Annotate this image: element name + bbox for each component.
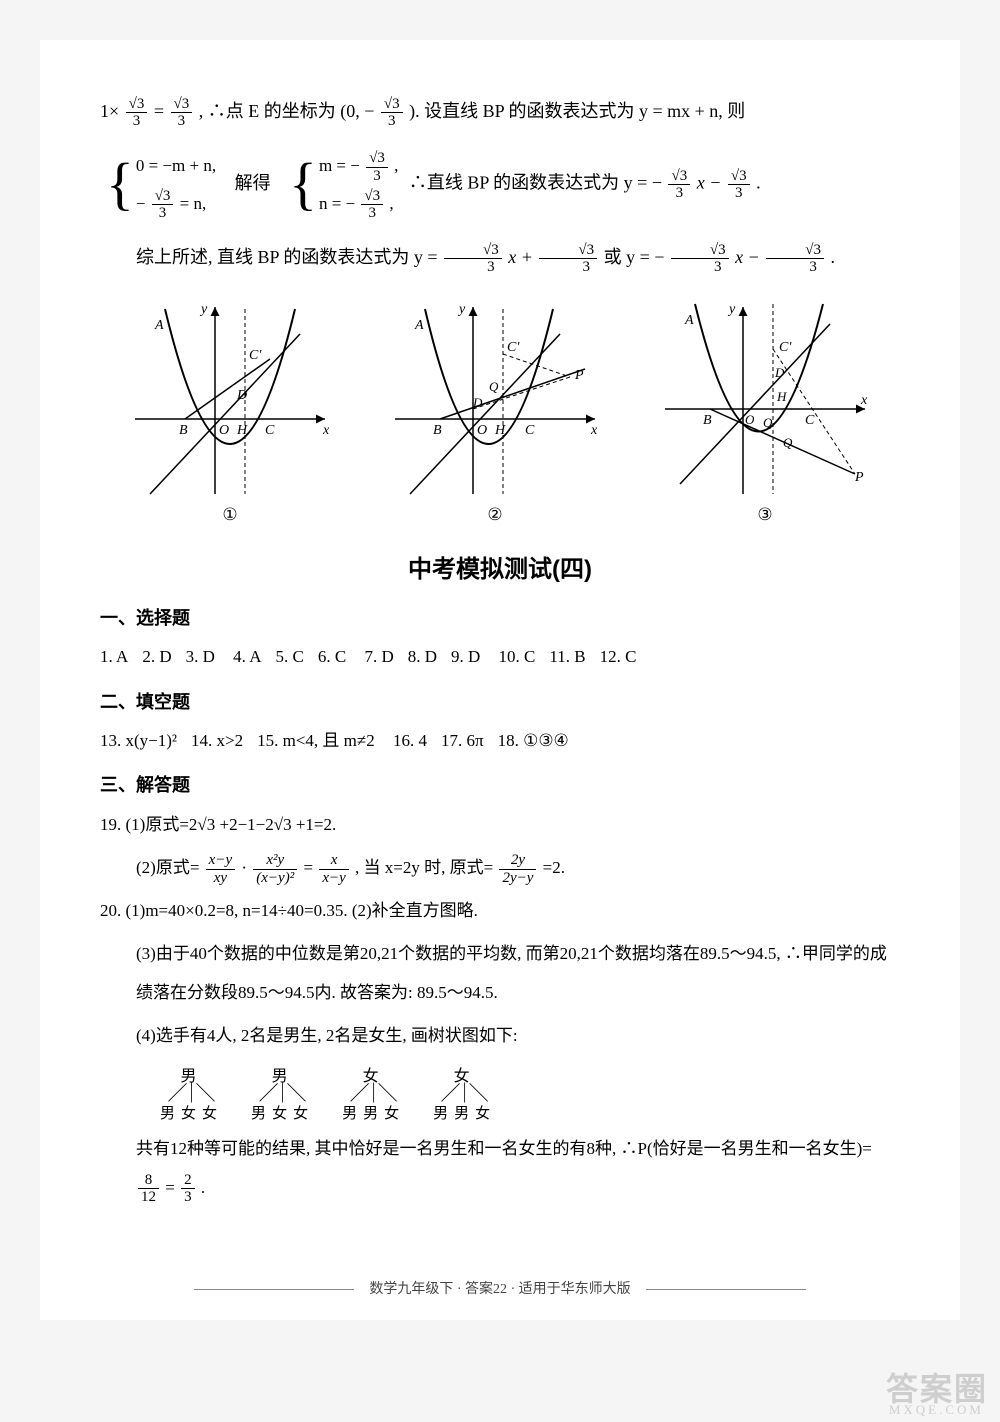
svg-text:D: D	[774, 365, 785, 380]
svg-text:x: x	[860, 393, 868, 408]
q19-part2: (2)原式= x−yxy · x²y(x−y)² = xx−y , 当 x=2y…	[100, 848, 900, 887]
svg-text:Q: Q	[783, 435, 793, 450]
diagram-2: x y A B O H C C′ D Q P ②	[385, 299, 605, 525]
svg-text:Q: Q	[763, 415, 773, 430]
fraction: √33	[381, 96, 403, 130]
parabola-diagram-1-icon: x y A B O H C C′ D	[125, 299, 335, 499]
parabola-diagram-3-icon: x y A B O H C C′ D Q Q P	[655, 299, 875, 499]
q19-part1: 19. (1)原式=2√3 +2−1−2√3 +1=2.	[100, 805, 900, 844]
svg-text:C′: C′	[507, 340, 520, 355]
equation: 0 = −m + n,	[136, 147, 216, 184]
fill-answers: 13. x(y−1)²14. x>215. m<4, 且 m≠2 16. 417…	[100, 722, 900, 759]
svg-text:B: B	[433, 423, 442, 438]
tree-2: 男 ／｜＼ 男女女	[251, 1062, 308, 1123]
fraction: √33	[126, 96, 148, 130]
svg-text:H: H	[494, 423, 506, 438]
diagram-label-2: ②	[487, 505, 502, 525]
svg-text:A: A	[684, 313, 694, 328]
left-brace-icon: {	[106, 161, 134, 207]
text: ). 设直线 BP 的函数表达式为 y = mx + n, 则	[409, 101, 745, 121]
svg-text:A: A	[154, 318, 164, 333]
svg-text:x: x	[590, 423, 598, 438]
svg-text:C: C	[805, 413, 815, 428]
page-footer: 数学九年级下 · 答案22 · 适用于华东师大版	[40, 1278, 960, 1298]
q20-part4: (4)选手有4人, 2名是男生, 2名是女生, 画树状图如下:	[100, 1016, 900, 1055]
diagram-row: x y A B O H C C′ D ①	[100, 299, 900, 525]
diagram-label-1: ①	[222, 505, 237, 525]
text: 解得	[235, 173, 271, 193]
svg-text:C: C	[525, 423, 535, 438]
text: 1×	[100, 101, 119, 121]
math-system-line: { 0 = −m + n, − √33 = n, 解得 { m = − √33 …	[100, 141, 900, 228]
section-title: 中考模拟测试(四)	[100, 549, 900, 584]
svg-text:y: y	[457, 302, 466, 317]
math-line-1: 1× √33 = √33 , ∴点 E 的坐标为 (0, − √33 ). 设直…	[100, 90, 900, 133]
brace-system-1: { 0 = −m + n, − √33 = n,	[106, 147, 216, 222]
svg-text:H: H	[776, 389, 787, 404]
fraction: √33	[668, 168, 690, 202]
diagram-label-3: ③	[757, 505, 772, 525]
fraction: √33	[171, 96, 193, 130]
parabola-diagram-2-icon: x y A B O H C C′ D Q P	[385, 299, 605, 499]
q20-part3: (3)由于40个数据的中位数是第20,21个数据的平均数, 而第20,21个数据…	[100, 934, 900, 1012]
diagram-3: x y A B O H C C′ D Q Q P ③	[655, 299, 875, 525]
branch-icon: ／｜＼	[350, 1088, 392, 1100]
left-brace-icon: {	[289, 161, 317, 207]
svg-text:Q: Q	[489, 379, 499, 394]
subheading-choice: 一、选择题	[100, 604, 900, 630]
tree-1: 男 ／｜＼ 男女女	[160, 1062, 217, 1123]
tree-diagram-row: 男 ／｜＼ 男女女 男 ／｜＼ 男女女 女 ／｜＼ 男男女 女 ／｜＼ 男男女	[100, 1062, 900, 1123]
equation: − √33 = n,	[136, 185, 216, 222]
q20-part1: 20. (1)m=40×0.2=8, n=14÷40=0.35. (2)补全直方…	[100, 891, 900, 930]
svg-text:B: B	[703, 413, 712, 428]
svg-text:P: P	[574, 368, 584, 383]
svg-text:H: H	[236, 423, 248, 438]
svg-text:O: O	[745, 412, 755, 427]
divider-icon	[194, 1289, 354, 1290]
q20-conclusion: 共有12种等可能的结果, 其中恰好是一名男生和一名女生的有8种, ∴P(恰好是一…	[100, 1129, 900, 1207]
svg-text:D: D	[472, 395, 483, 410]
text: x −	[697, 173, 722, 193]
svg-text:y: y	[727, 302, 736, 317]
svg-text:A: A	[414, 318, 424, 333]
footer-text: 数学九年级下 · 答案22 · 适用于华东师大版	[369, 1282, 630, 1297]
equation: m = − √33 ,	[319, 147, 398, 184]
tree-4: 女 ／｜＼ 男男女	[433, 1062, 490, 1123]
equation: n = − √33 ,	[319, 185, 398, 222]
watermark-url: MXQE.COM	[889, 1402, 984, 1418]
branch-icon: ／｜＼	[168, 1088, 210, 1100]
svg-text:D: D	[236, 388, 247, 403]
svg-text:O: O	[219, 423, 229, 438]
svg-text:O: O	[477, 423, 487, 438]
svg-text:x: x	[322, 423, 330, 438]
tree-3: 女 ／｜＼ 男男女	[342, 1062, 399, 1123]
text: ∴直线 BP 的函数表达式为 y = −	[409, 173, 662, 193]
page-content: 1× √33 = √33 , ∴点 E 的坐标为 (0, − √33 ). 设直…	[40, 40, 960, 1320]
branch-icon: ／｜＼	[441, 1088, 483, 1100]
text: , ∴点 E 的坐标为 (0, −	[199, 101, 375, 121]
choice-answers: 1. A2. D3. D 4. A5. C6. C 7. D8. D9. D 1…	[100, 638, 900, 675]
svg-text:C′: C′	[779, 340, 792, 355]
svg-text:y: y	[199, 302, 208, 317]
svg-text:B: B	[179, 423, 188, 438]
brace-system-2: { m = − √33 , n = − √33 ,	[289, 147, 398, 222]
text: 综上所述, 直线 BP 的函数表达式为 y =	[136, 247, 438, 267]
text: =	[154, 101, 164, 121]
svg-text:C: C	[265, 423, 275, 438]
svg-text:C′: C′	[249, 348, 262, 363]
diagram-1: x y A B O H C C′ D ①	[125, 299, 335, 525]
divider-icon	[646, 1289, 806, 1290]
svg-text:P: P	[854, 470, 864, 485]
branch-icon: ／｜＼	[259, 1088, 301, 1100]
text: .	[756, 173, 761, 193]
math-summary-line: 综上所述, 直线 BP 的函数表达式为 y = √33 x + √33 或 y …	[100, 236, 900, 279]
subheading-solve: 三、解答题	[100, 771, 900, 797]
subheading-fill: 二、填空题	[100, 688, 900, 714]
fraction: √33	[728, 168, 750, 202]
